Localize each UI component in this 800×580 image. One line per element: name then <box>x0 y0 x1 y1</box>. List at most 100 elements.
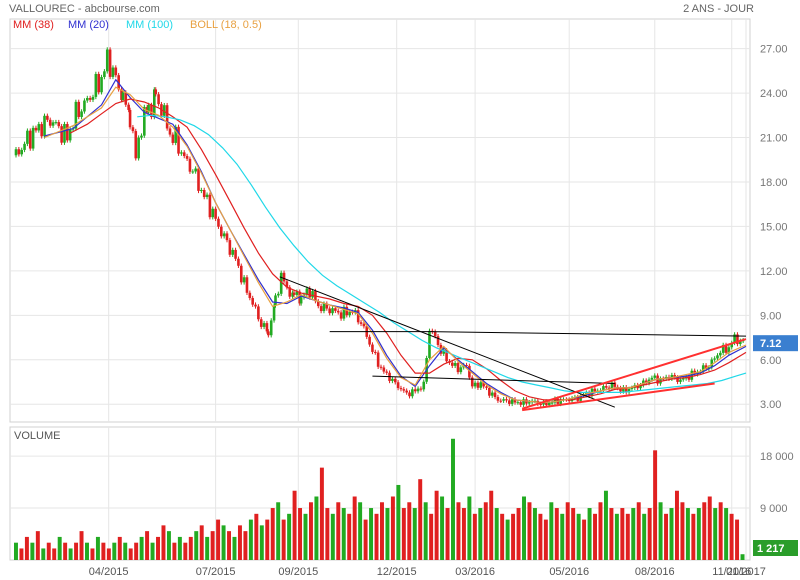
candle-body <box>379 366 383 368</box>
candle-body <box>336 310 340 313</box>
legend-mm20: MM (20) <box>68 19 109 31</box>
candle-body <box>14 149 18 156</box>
candle-body <box>103 71 106 78</box>
price-tick-label: 12.00 <box>760 266 788 278</box>
candle-body <box>153 89 156 118</box>
volume-bar <box>68 548 73 560</box>
volume-bar <box>177 536 182 560</box>
candle-body <box>68 129 72 141</box>
candle-body <box>257 306 260 320</box>
volume-bar <box>412 508 417 560</box>
candle-body <box>405 390 408 393</box>
candle-body <box>450 362 454 366</box>
candle-body <box>738 340 742 345</box>
candle-body <box>721 344 725 353</box>
candle-body <box>704 365 708 369</box>
volume-bar <box>702 502 707 560</box>
candle-body <box>459 367 463 373</box>
price-tick-label: 15.00 <box>760 221 788 233</box>
candle-body <box>473 382 477 387</box>
indicator-line <box>44 86 747 404</box>
volume-bar <box>625 513 630 560</box>
candle-body <box>716 355 719 359</box>
x-tick-label: 05/2016 <box>549 566 589 578</box>
volume-bar <box>713 508 718 560</box>
candle-body <box>34 127 38 131</box>
candle-body <box>140 135 143 138</box>
candle-body <box>205 194 209 198</box>
volume-bar <box>390 496 395 560</box>
candle-body <box>114 67 118 76</box>
x-tick-label: 04/2015 <box>89 566 129 578</box>
volume-bar <box>401 508 406 560</box>
legend-mm38: MM (38) <box>13 19 54 31</box>
volume-tick-label: 9 000 <box>760 503 788 515</box>
volume-bar <box>210 531 215 560</box>
candle-body <box>644 380 648 384</box>
candle-body <box>673 375 677 378</box>
candle-body <box>83 100 86 112</box>
volume-bar <box>456 502 461 560</box>
volume-bar <box>576 513 581 560</box>
candle-body <box>550 402 554 404</box>
candle-body <box>339 312 343 319</box>
candle-body <box>120 89 123 100</box>
candle-body <box>291 292 294 297</box>
trendline <box>279 276 616 408</box>
candle-body <box>288 287 292 297</box>
volume-bar <box>117 536 122 560</box>
candle-body <box>177 126 180 154</box>
candle-body <box>687 376 691 380</box>
candle-body <box>485 386 488 388</box>
volume-bar <box>85 542 89 560</box>
candle-body <box>356 310 360 323</box>
volume-bar <box>472 513 477 560</box>
volume-bar <box>24 536 29 560</box>
volume-bar <box>598 502 603 560</box>
volume-bar <box>35 531 40 560</box>
candle-body <box>259 319 263 327</box>
price-tick-label: 18.00 <box>760 177 788 189</box>
volume-bar <box>549 502 554 560</box>
volume-bar <box>139 536 144 560</box>
candle-body <box>200 189 203 191</box>
candle-body <box>325 303 329 309</box>
volume-bar <box>511 513 516 560</box>
candle-body <box>413 389 417 392</box>
candle-body <box>456 363 460 373</box>
candle-body <box>545 401 548 406</box>
candle-body <box>396 382 400 389</box>
volume-bar <box>156 536 160 560</box>
volume-bar <box>319 467 324 560</box>
volume-bar <box>631 508 636 560</box>
candle-body <box>295 291 299 295</box>
volume-bar <box>691 513 696 560</box>
volume-bar <box>112 542 117 560</box>
candle-body <box>51 122 55 126</box>
volume-bar <box>445 508 450 560</box>
candle-body <box>222 233 226 237</box>
candle-body <box>362 323 366 327</box>
candle-body <box>522 399 525 405</box>
volume-bar <box>407 502 412 560</box>
candle-body <box>328 308 331 314</box>
candle-body <box>54 122 58 124</box>
volume-bar <box>363 519 368 560</box>
candle-body <box>650 377 654 380</box>
volume-bar <box>221 525 226 560</box>
volume-bar <box>281 519 286 560</box>
volume-bar <box>287 513 292 560</box>
candle-body <box>194 168 197 172</box>
candle-body <box>559 399 562 404</box>
volume-bar <box>330 513 335 560</box>
volume-bar <box>46 542 51 560</box>
volume-bar <box>620 508 625 560</box>
candle-body <box>610 382 614 389</box>
volume-bar <box>166 531 171 560</box>
legend-mm100: MM (100) <box>126 19 174 31</box>
candle-body <box>214 208 217 219</box>
candle-body <box>182 152 186 157</box>
candle-body <box>74 101 78 129</box>
price-tick-label: 21.00 <box>760 133 788 145</box>
candle-body <box>385 371 389 373</box>
